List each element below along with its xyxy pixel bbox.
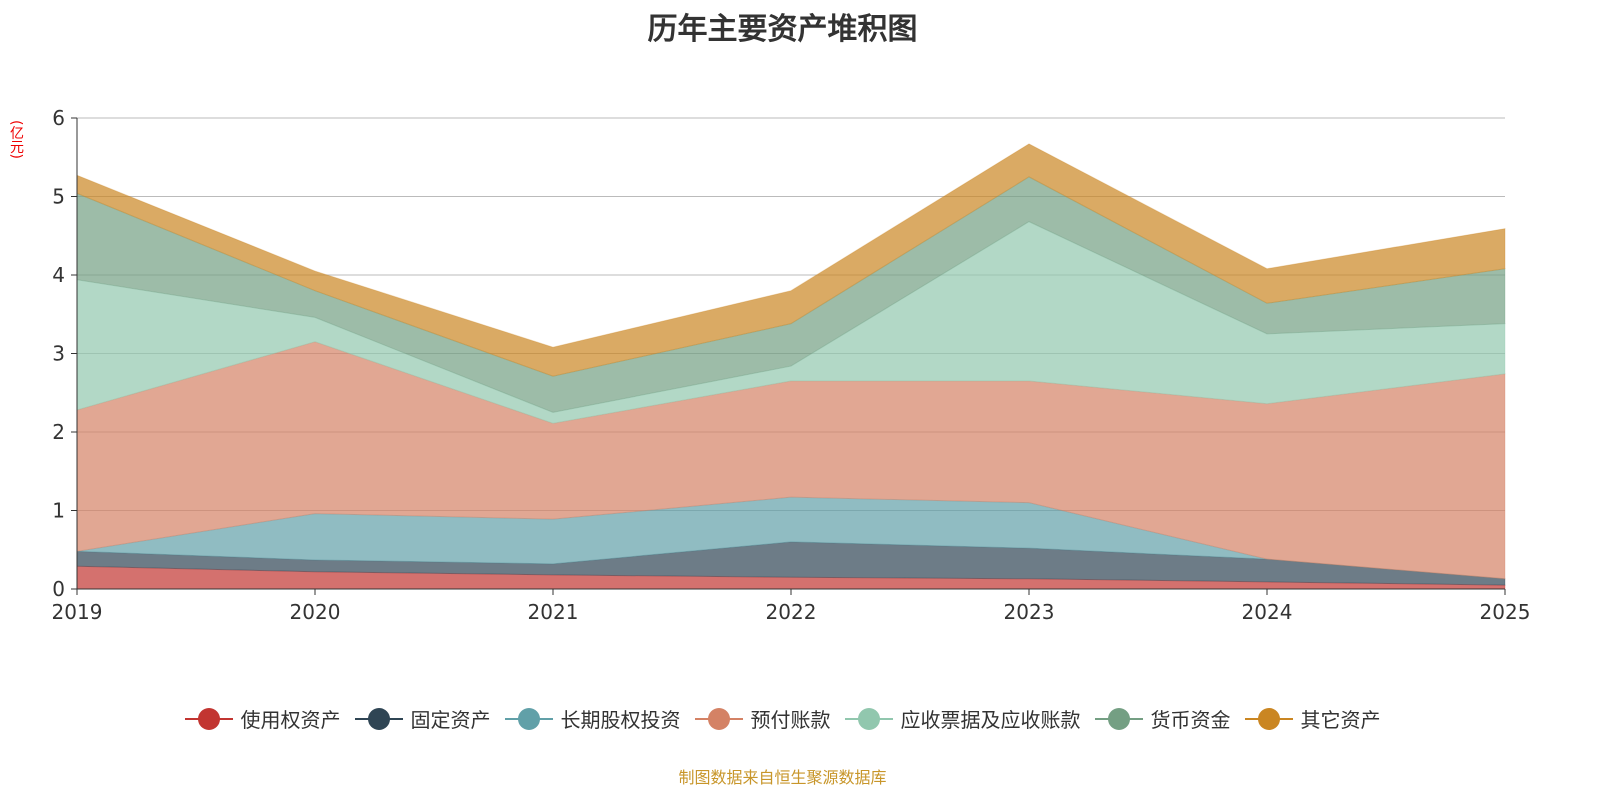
legend-label: 固定资产 — [410, 708, 491, 732]
area-series-6[interactable] — [76, 143, 1506, 377]
y-tick-label: 2 — [52, 420, 65, 444]
legend-item[interactable]: 固定资产 — [354, 704, 491, 733]
legend-marker-icon — [1244, 707, 1293, 731]
legend-label: 使用权资产 — [240, 708, 341, 732]
x-tick-label: 2021 — [528, 600, 579, 624]
legend-marker-icon — [354, 707, 403, 731]
x-tick-label: 2023 — [1004, 600, 1055, 624]
legend-item[interactable]: 应收票据及应收账款 — [844, 704, 1081, 733]
y-tick-label: 6 — [52, 106, 65, 130]
legend-label: 货币资金 — [1150, 708, 1231, 732]
legend-label: 长期股权投资 — [560, 708, 681, 732]
legend-marker-icon — [184, 707, 233, 731]
y-tick-label: 5 — [52, 185, 65, 209]
y-tick-label: 4 — [52, 263, 65, 287]
x-tick-label: 2022 — [766, 600, 817, 624]
legend-item[interactable]: 长期股权投资 — [504, 704, 681, 733]
x-tick-label: 2019 — [52, 600, 103, 624]
legend-label: 其它资产 — [1300, 708, 1381, 732]
legend-marker-icon — [504, 707, 553, 731]
plot-area: 0 1 2 3 4 5 6 2019 2020 2021 2022 2023 2024 2025 — [52, 106, 1531, 624]
legend-item[interactable]: 使用权资产 — [184, 704, 341, 733]
legend-marker-icon — [1094, 707, 1143, 731]
legend-marker-icon — [844, 707, 893, 731]
legend: 使用权资产 固定资产 长期股权投资 预付账款 应收票据及应收账款 货币资金 其它资产 — [0, 704, 1565, 733]
y-tick-label: 1 — [52, 499, 65, 523]
y-axis-unit: (亿元) — [8, 120, 24, 159]
x-tick-label: 2025 — [1480, 600, 1531, 624]
source-note: 制图数据来自恒生聚源数据库 — [678, 768, 887, 787]
legend-label: 应收票据及应收账款 — [900, 708, 1081, 732]
y-tick-label: 3 — [52, 342, 65, 366]
legend-marker-icon — [694, 707, 743, 731]
legend-item[interactable]: 其它资产 — [1244, 704, 1381, 733]
legend-label: 预付账款 — [750, 708, 831, 732]
area-series-4[interactable] — [76, 221, 1506, 424]
chart-title: 历年主要资产堆积图 — [647, 12, 918, 47]
y-tick-label: 0 — [52, 577, 65, 601]
x-tick-label: 2024 — [1242, 600, 1293, 624]
x-tick-label: 2020 — [290, 600, 341, 624]
legend-item[interactable]: 货币资金 — [1094, 704, 1231, 733]
legend-item[interactable]: 预付账款 — [694, 704, 831, 733]
